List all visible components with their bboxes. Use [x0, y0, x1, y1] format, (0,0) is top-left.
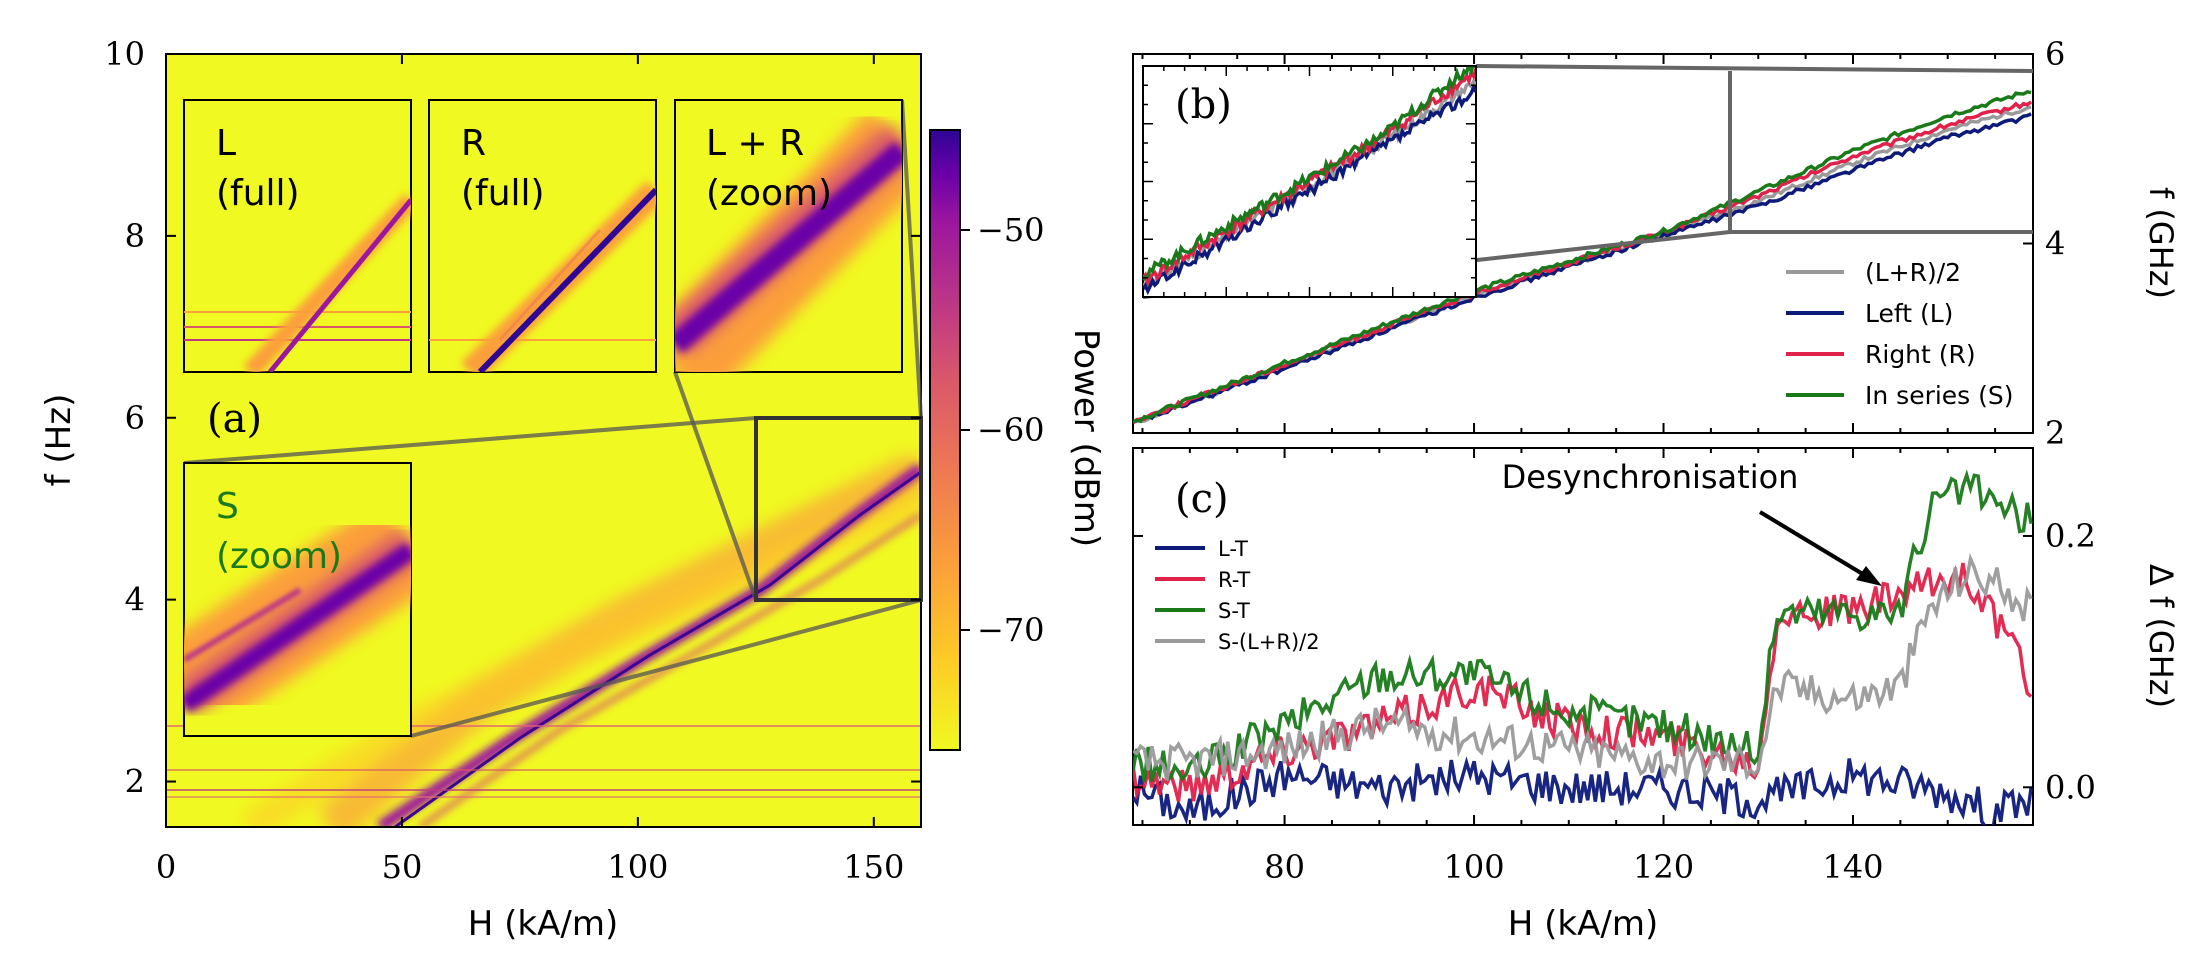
panel-b-inset-series-1 [1143, 83, 1476, 296]
panel-a-ytick-label: 8 [125, 217, 145, 255]
panel-b-legend-label: Left (L) [1865, 299, 1953, 328]
panel-a-label: (a) [207, 396, 262, 442]
panel-c-series-0 [1133, 756, 2033, 825]
inset-r-subtitle: (full) [461, 173, 545, 214]
panel-a-xtick-label: 50 [382, 848, 423, 886]
panel-c-legend: L-T R-T S-T S-(L+R)/2 [1155, 537, 1320, 654]
panel-b-ytick-label: 2 [2045, 414, 2065, 452]
colorbar-label: Power (dBm) [1066, 329, 1106, 547]
panel-b-series-3 [1133, 89, 2032, 424]
panel-a-ytick-label: 4 [125, 581, 145, 619]
panel-c-ytick-label: 0.2 [2045, 517, 2096, 555]
inset-s-title: S [216, 486, 239, 527]
panel-a-ytick-label: 10 [104, 35, 145, 73]
panel-b-ylabel: f (GHz) [2142, 187, 2180, 299]
panel-c-legend-label: R-T [1218, 568, 1250, 592]
panel-a-xtick-label: 0 [156, 848, 176, 886]
inset-lr-zoom: L + R (zoom) [674, 99, 903, 373]
inset-l-full: L (full) [183, 99, 412, 373]
panel-c-xtick-label: 80 [1264, 848, 1305, 886]
panel-c-xtick-label: 120 [1633, 848, 1694, 886]
panel-a: L (full) R (full) L + R (zoom) [39, 35, 1106, 944]
panel-b-series-1 [1133, 112, 2032, 424]
desync-arrow-head [1856, 566, 1882, 586]
panel-c-ytick-label: 0.0 [2045, 768, 2096, 806]
panel-c-xtick-label: 100 [1444, 848, 1505, 886]
panel-b-legend-label: Right (R) [1865, 340, 1976, 369]
panel-b-ytick-label: 4 [2045, 225, 2065, 263]
inset-l-title: L [216, 123, 236, 164]
panel-b-series-2 [1133, 100, 2033, 425]
panel-c-legend-label: S-T [1218, 599, 1250, 623]
panel-a-ylabel: f (Hz) [39, 394, 79, 487]
panel-b-legend-label: (L+R)/2 [1865, 258, 1961, 287]
panel-c-legend-label: L-T [1218, 537, 1248, 561]
panel-a-xlabel: H (kA/m) [468, 904, 618, 944]
heatmap-features [166, 452, 921, 827]
inset-r-title: R [461, 123, 486, 164]
panel-c-legend-label: S-(L+R)/2 [1218, 630, 1320, 654]
panel-c: (c) L-T R-T S-T S-(L+R)/2 Desynchronisation… [1132, 447, 2180, 944]
panel-b: (b) (L+R)/2 Left (L) Right (R) In series (S… [1132, 35, 2180, 452]
panel-b-inset-series-3 [1143, 66, 1476, 282]
panel-c-series-2 [1133, 469, 2033, 783]
panel-b-ticks: 2 4 6 [1141, 35, 2065, 452]
panel-b-legend: (L+R)/2 Left (L) Right (R) In series (S) [1786, 258, 2014, 410]
colorbar-tick-label: −70 [977, 611, 1045, 649]
inset-r-full: R (full) [428, 99, 657, 373]
desync-text: Desynchronisation [1502, 458, 1799, 496]
panel-a-ytick-label: 6 [125, 399, 145, 437]
panel-c-ticks: 80 100 120 140 0.0 0.2 [1133, 448, 2096, 886]
colorbar-gradient [929, 129, 961, 751]
inset-lr-title: L + R [706, 123, 804, 164]
zoom-box [754, 416, 923, 602]
inset-lr-subtitle: (zoom) [706, 173, 832, 214]
panel-c-xlabel: H (kA/m) [1508, 904, 1658, 944]
colorbar-tick-label: −60 [977, 411, 1045, 449]
inset-s-subtitle: (zoom) [216, 536, 342, 577]
panel-a-ticks: 0 50 100 150 2 4 6 8 10 [104, 35, 921, 886]
zoom-connectors [183, 99, 923, 738]
panel-c-xtick-label: 140 [1822, 848, 1883, 886]
panel-b-ytick-label: 6 [2045, 35, 2065, 73]
colorbar: −50 −60 −70 Power (dBm) [929, 129, 1106, 751]
panel-a-xtick-label: 100 [607, 848, 668, 886]
inset-s-zoom: S (zoom) [183, 462, 412, 737]
inset-l-subtitle: (full) [216, 173, 300, 214]
desync-annotation: Desynchronisation [1502, 458, 1882, 586]
panel-c-ylabel: Δ f (GHz) [2142, 564, 2180, 708]
desync-arrow-line [1758, 510, 1868, 578]
panel-b-legend-label: In series (S) [1865, 381, 2014, 410]
colorbar-tick-label: −50 [977, 211, 1045, 249]
panel-a-xtick-label: 150 [843, 848, 904, 886]
panel-c-label: (c) [1175, 476, 1229, 522]
panel-a-ytick-label: 2 [125, 763, 145, 801]
panel-c-series-3 [1133, 552, 2033, 781]
panel-b-label: (b) [1175, 82, 1232, 128]
panel-b-inset [1142, 65, 1477, 298]
